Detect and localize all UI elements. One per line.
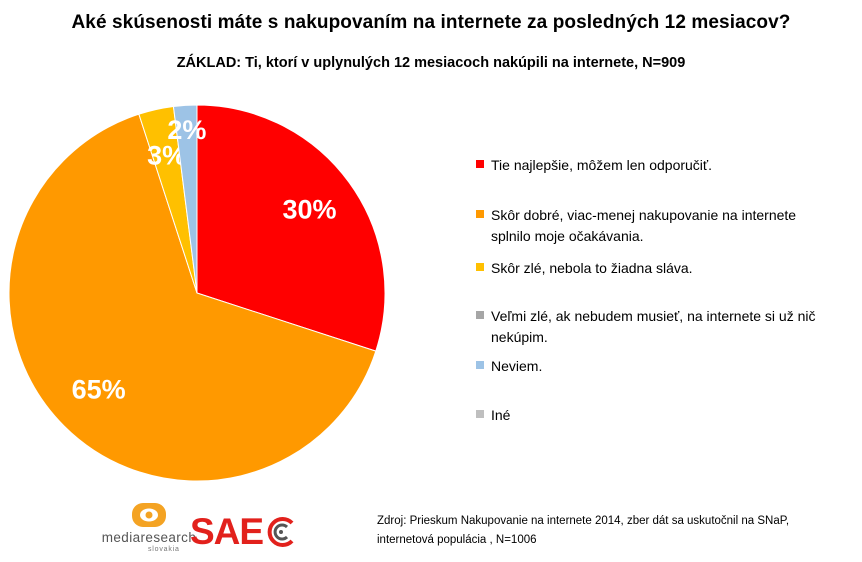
source-line-2: internetová populácia , N=1006 xyxy=(377,534,537,546)
legend-label-2: Skôr zlé, nebola to žiadna sláva. xyxy=(491,260,693,276)
legend-swatch-5 xyxy=(476,410,484,418)
sae-logo: SAE xyxy=(190,512,298,552)
sae-logo-icon xyxy=(267,517,294,547)
pie-label-4: 2% xyxy=(167,115,206,145)
mediaresearch-logo-text: mediaresearch xyxy=(101,530,197,545)
legend-label-4: Neviem. xyxy=(491,358,543,374)
legend-item-2: Skôr zlé, nebola to žiadna sláva. xyxy=(476,258,826,279)
pie-label-1: 65% xyxy=(72,374,126,404)
source-note: Zdroj: Prieskum Nakupovanie na internete… xyxy=(377,512,847,550)
legend-swatch-0 xyxy=(476,160,484,168)
legend-swatch-3 xyxy=(476,311,484,319)
mediaresearch-logo-subtext: slovakia xyxy=(148,546,180,553)
legend-swatch-2 xyxy=(476,263,484,271)
legend-item-4: Neviem. xyxy=(476,356,826,377)
pie-slice-1 xyxy=(8,113,377,482)
pie-slice-4 xyxy=(172,104,198,294)
legend-swatch-4 xyxy=(476,361,484,369)
legend-label-1: Skôr dobré, viac-menej nakupovanie na in… xyxy=(491,207,797,244)
pie-slice-0 xyxy=(196,104,386,352)
source-line-1: Zdroj: Prieskum Nakupovanie na internete… xyxy=(377,515,790,527)
pie-chart: 30%65%3%2% xyxy=(8,104,386,482)
legend-label-5: Iné xyxy=(491,407,511,423)
legend-item-5: Iné xyxy=(476,405,826,426)
legend-label-3: Veľmi zlé, ak nebudem musieť, na interne… xyxy=(491,308,816,345)
mediaresearch-logo-icon xyxy=(132,503,166,527)
legend-label-0: Tie najlepšie, môžem len odporučiť. xyxy=(491,157,713,173)
pie-label-0: 30% xyxy=(283,194,337,224)
chart-title: Aké skúsenosti máte s nakupovaním na int… xyxy=(71,12,791,33)
legend-swatch-1 xyxy=(476,210,484,218)
legend-item-0: Tie najlepšie, môžem len odporučiť. xyxy=(476,155,826,176)
legend-item-3: Veľmi zlé, ak nebudem musieť, na interne… xyxy=(476,306,826,348)
legend-item-1: Skôr dobré, viac-menej nakupovanie na in… xyxy=(476,205,826,247)
chart-subtitle: ZÁKLAD: Ti, ktorí v uplynulých 12 mesiac… xyxy=(176,55,686,71)
mediaresearch-logo: mediaresearch slovakia xyxy=(94,500,204,556)
sae-logo-text: SAE xyxy=(190,511,264,552)
